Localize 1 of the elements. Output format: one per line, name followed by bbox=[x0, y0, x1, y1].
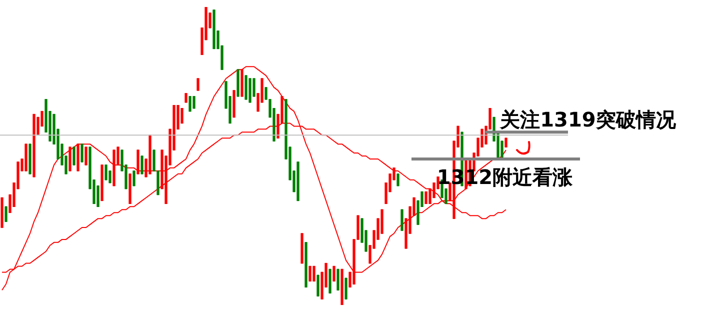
ref-line-label: 关注1319突破情况 bbox=[499, 107, 677, 132]
